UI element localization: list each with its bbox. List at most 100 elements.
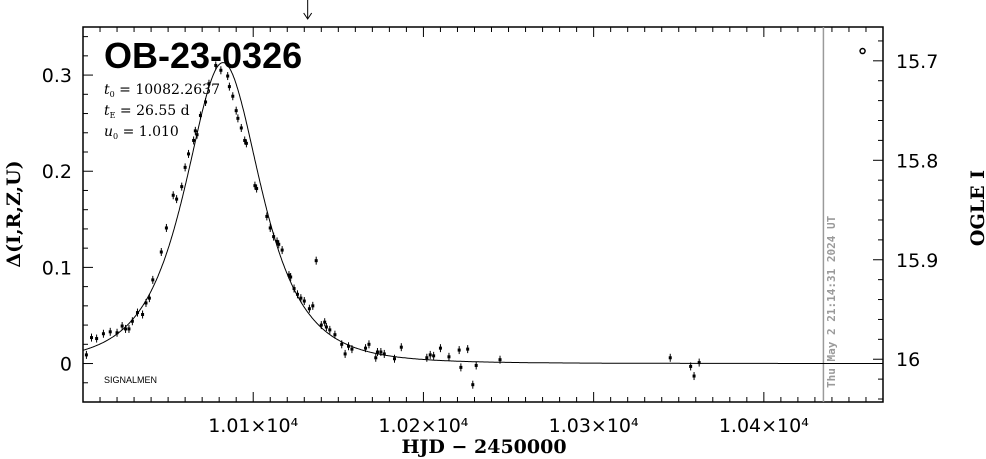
data-point [227,82,231,91]
data-point [432,351,436,360]
data-point [127,324,131,333]
data-point [466,345,470,354]
data-point [324,323,328,331]
y-right-tick-label: 15.9 [896,250,938,272]
data-point [333,330,337,339]
data-point [382,349,386,358]
point-marker [347,344,351,348]
point-marker [498,358,502,362]
data-point [95,334,99,343]
point-marker [124,327,128,331]
data-point [124,324,128,333]
data-point [130,317,134,326]
data-point [151,275,155,284]
data-point [697,358,701,367]
y-right-tick-label: 15.7 [896,51,938,73]
x-tick-label: 1.01×10⁴ [208,415,298,437]
data-point [471,380,475,389]
point-marker [474,363,478,367]
data-point [187,149,191,158]
data-point [425,353,429,362]
data-point [457,346,461,355]
data-point [180,182,184,191]
point-marker [374,356,378,360]
point-marker [141,313,145,316]
data-point [323,318,327,327]
data-point [311,301,315,310]
point-marker [364,346,368,350]
point-marker [175,197,179,201]
point-marker [302,299,306,303]
data-point [280,246,284,255]
point-marker [272,235,276,239]
y-axis-title-left: Δ(I,R,Z,U) [3,160,25,267]
point-marker [151,278,155,282]
point-marker [164,226,168,230]
y-axis-title-right: OGLE I [967,170,986,246]
data-point [328,325,332,334]
point-marker [457,348,461,352]
point-marker [144,301,148,305]
x-tick-label: 1.03×10⁴ [549,415,639,437]
data-point [198,111,202,120]
data-point [692,372,696,381]
point-marker [84,353,88,357]
point-marker [280,248,284,252]
point-marker [689,364,693,368]
point-marker [425,356,429,360]
alert-arrow-head [303,12,313,20]
point-marker [333,333,337,337]
data-point [272,232,276,241]
data-point [299,294,303,303]
data-point [375,348,379,356]
point-marker [207,82,211,86]
point-marker [115,331,119,335]
point-marker [231,94,235,98]
param-line: tE = 26.55 d [104,103,190,120]
point-marker [183,165,187,169]
point-marker [180,185,184,189]
point-marker [314,259,318,263]
data-point [367,340,371,349]
point-marker [130,319,134,323]
point-marker [289,275,293,279]
point-marker [120,324,124,328]
data-point [277,240,281,249]
point-marker [459,365,463,369]
point-marker [668,356,672,360]
data-point [292,284,296,293]
param-line: t0 = 10082.2637 [104,82,220,99]
point-marker [299,296,303,300]
point-marker [447,355,451,359]
point-marker [234,109,238,113]
point-marker [399,345,403,349]
point-marker [127,327,131,331]
point-marker [108,330,112,334]
data-point [319,321,323,330]
data-point [689,362,693,371]
point-marker [287,273,291,277]
point-marker [195,133,199,137]
data-point [474,361,478,370]
point-marker [328,328,332,332]
y-left-tick-label: 0 [60,354,72,376]
data-point [120,322,124,331]
point-marker [204,100,208,104]
point-marker [268,226,272,230]
data-point [253,181,257,190]
y-left-tick-label: 0.3 [42,65,72,87]
point-marker [226,74,230,78]
point-marker [471,383,475,387]
point-marker [367,342,371,346]
data-point [147,294,151,303]
point-marker [350,347,354,351]
data-point [668,353,672,362]
point-marker [101,332,105,336]
data-point [287,271,291,280]
data-point [234,106,238,115]
event-title: OB-23-0326 [104,35,302,76]
point-marker [379,350,383,354]
data-point [84,350,88,359]
data-point [275,237,279,246]
